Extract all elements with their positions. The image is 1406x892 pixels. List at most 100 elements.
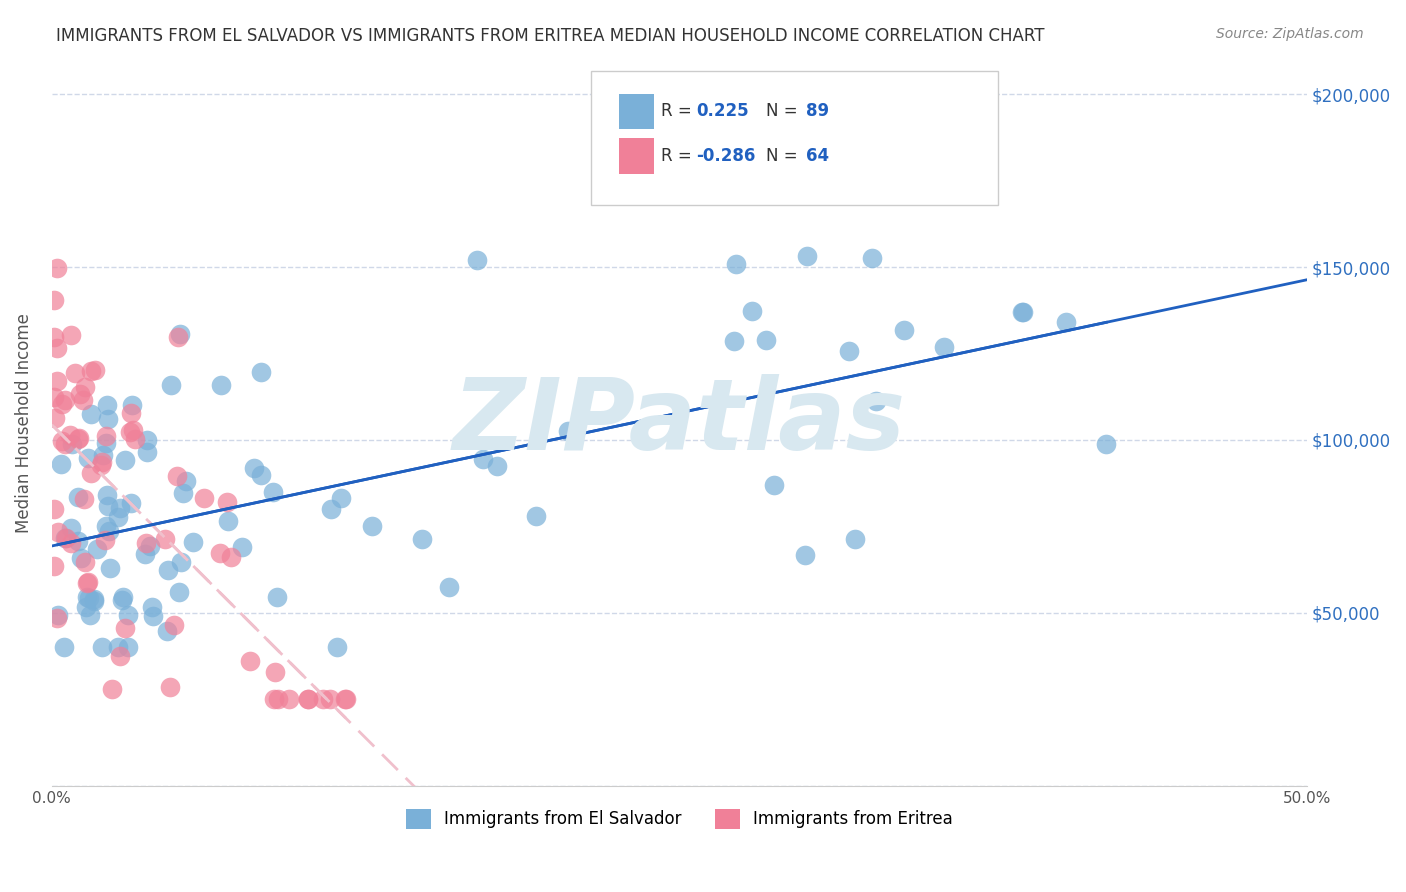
Immigrants from Eritrea: [239, 654, 262, 668]
Immigrants from Eritrea: [83, 362, 105, 376]
Immigrants from Eritrea: [193, 491, 215, 506]
Immigrants from El Salvador: [60, 436, 83, 450]
Immigrants from Eritrea: [264, 665, 287, 680]
Text: R =: R =: [661, 147, 697, 165]
Immigrants from Eritrea: [73, 492, 96, 507]
Immigrants from El Salvador: [111, 592, 134, 607]
Immigrants from El Salvador: [75, 600, 97, 615]
Immigrants from El Salvador: [114, 453, 136, 467]
Immigrants from El Salvador: [155, 624, 177, 638]
Immigrants from Eritrea: [51, 397, 73, 411]
Immigrants from El Salvador: [69, 550, 91, 565]
Immigrants from El Salvador: [217, 515, 239, 529]
Text: N =: N =: [766, 103, 803, 120]
Immigrants from El Salvador: [557, 425, 579, 439]
Immigrants from El Salvador: [76, 590, 98, 604]
Immigrants from Eritrea: [46, 342, 69, 356]
Immigrants from El Salvador: [755, 333, 778, 347]
Immigrants from Eritrea: [79, 364, 101, 378]
Immigrants from El Salvador: [139, 540, 162, 554]
Immigrants from Eritrea: [44, 330, 66, 344]
Text: 0.225: 0.225: [696, 103, 748, 120]
Immigrants from El Salvador: [472, 452, 495, 467]
Y-axis label: Median Household Income: Median Household Income: [15, 313, 32, 533]
Immigrants from Eritrea: [333, 692, 356, 706]
Immigrants from El Salvador: [107, 640, 129, 655]
Immigrants from El Salvador: [83, 593, 105, 607]
Immigrants from Eritrea: [77, 574, 100, 589]
Immigrants from El Salvador: [330, 491, 353, 505]
Immigrants from El Salvador: [838, 344, 860, 359]
Immigrants from Eritrea: [73, 379, 96, 393]
Immigrants from Eritrea: [153, 532, 176, 546]
Immigrants from El Salvador: [91, 448, 114, 462]
Immigrants from Eritrea: [90, 458, 112, 472]
Immigrants from Eritrea: [59, 536, 82, 550]
Immigrants from Eritrea: [163, 618, 186, 632]
Immigrants from Eritrea: [91, 455, 114, 469]
Immigrants from Eritrea: [166, 330, 188, 344]
Immigrants from El Salvador: [486, 458, 509, 473]
Immigrants from El Salvador: [96, 499, 118, 513]
Text: IMMIGRANTS FROM EL SALVADOR VS IMMIGRANTS FROM ERITREA MEDIAN HOUSEHOLD INCOME C: IMMIGRANTS FROM EL SALVADOR VS IMMIGRANT…: [56, 27, 1045, 45]
Immigrants from Eritrea: [335, 692, 357, 706]
Immigrants from El Salvador: [60, 520, 83, 534]
Immigrants from El Salvador: [860, 252, 883, 266]
Immigrants from El Salvador: [66, 533, 89, 548]
Text: -0.286: -0.286: [696, 147, 755, 165]
Immigrants from El Salvador: [183, 534, 205, 549]
Immigrants from El Salvador: [134, 547, 156, 561]
Immigrants from El Salvador: [142, 609, 165, 624]
Immigrants from Eritrea: [45, 261, 67, 276]
Immigrants from Eritrea: [166, 469, 188, 483]
Immigrants from Eritrea: [94, 533, 117, 547]
Immigrants from Eritrea: [53, 437, 76, 451]
Immigrants from Eritrea: [80, 466, 103, 480]
Immigrants from Eritrea: [45, 611, 67, 625]
Immigrants from Eritrea: [124, 432, 146, 446]
Immigrants from El Salvador: [266, 591, 288, 605]
Immigrants from El Salvador: [94, 436, 117, 450]
Immigrants from El Salvador: [250, 366, 273, 380]
Immigrants from Eritrea: [319, 692, 342, 706]
Immigrants from Eritrea: [73, 555, 96, 569]
Immigrants from Eritrea: [120, 406, 142, 420]
Immigrants from El Salvador: [53, 640, 76, 655]
Immigrants from El Salvador: [893, 323, 915, 337]
Immigrants from El Salvador: [170, 555, 193, 569]
Text: R =: R =: [661, 103, 697, 120]
Immigrants from Eritrea: [118, 425, 141, 440]
Immigrants from El Salvador: [160, 377, 183, 392]
Immigrants from El Salvador: [79, 591, 101, 605]
Immigrants from Eritrea: [44, 501, 66, 516]
Immigrants from Eritrea: [44, 410, 66, 425]
Immigrants from Eritrea: [94, 429, 117, 443]
Immigrants from El Salvador: [83, 592, 105, 607]
Immigrants from El Salvador: [94, 519, 117, 533]
Immigrants from El Salvador: [135, 434, 157, 448]
Immigrants from Eritrea: [55, 532, 77, 546]
Immigrants from El Salvador: [361, 519, 384, 533]
Immigrants from Eritrea: [67, 432, 90, 446]
Immigrants from Eritrea: [159, 680, 181, 694]
Immigrants from Eritrea: [221, 550, 243, 565]
Immigrants from El Salvador: [112, 590, 135, 604]
Legend: Immigrants from El Salvador, Immigrants from Eritrea: Immigrants from El Salvador, Immigrants …: [399, 802, 960, 836]
Immigrants from El Salvador: [723, 334, 745, 348]
Immigrants from El Salvador: [51, 457, 73, 471]
Immigrants from El Salvador: [796, 249, 818, 263]
Immigrants from El Salvador: [437, 580, 460, 594]
Immigrants from Eritrea: [60, 328, 83, 343]
Immigrants from Eritrea: [217, 495, 239, 509]
Immigrants from El Salvador: [98, 561, 121, 575]
Immigrants from Eritrea: [67, 432, 90, 446]
Immigrants from El Salvador: [172, 485, 194, 500]
Immigrants from El Salvador: [844, 532, 866, 546]
Immigrants from El Salvador: [46, 607, 69, 622]
Immigrants from Eritrea: [44, 390, 66, 404]
Immigrants from El Salvador: [209, 378, 232, 392]
Immigrants from El Salvador: [231, 540, 253, 554]
Immigrants from El Salvador: [1054, 314, 1077, 328]
Immigrants from Eritrea: [110, 648, 132, 663]
Immigrants from Eritrea: [101, 681, 124, 696]
